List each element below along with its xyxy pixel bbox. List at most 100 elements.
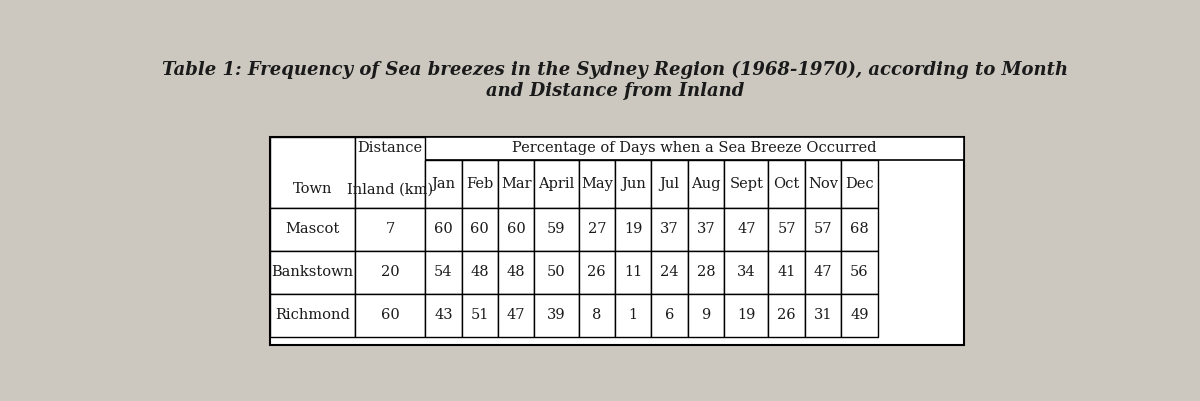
Text: 24: 24 xyxy=(660,265,679,279)
Text: 37: 37 xyxy=(660,222,679,236)
Text: Mascot: Mascot xyxy=(286,222,340,236)
Bar xyxy=(616,294,652,337)
Bar xyxy=(841,207,877,251)
Bar xyxy=(355,251,425,294)
Bar xyxy=(498,294,534,337)
Text: Jun: Jun xyxy=(620,176,646,190)
Text: 47: 47 xyxy=(506,308,526,322)
Bar xyxy=(688,207,725,251)
Bar xyxy=(425,294,462,337)
Text: 9: 9 xyxy=(702,308,710,322)
Bar xyxy=(355,137,425,207)
Bar xyxy=(768,251,805,294)
Bar xyxy=(768,207,805,251)
Bar xyxy=(652,207,688,251)
Text: Richmond: Richmond xyxy=(275,308,350,322)
Bar xyxy=(652,160,688,207)
Text: Table 1: Frequency of Sea breezes in the Sydney Region (1968-1970), according to: Table 1: Frequency of Sea breezes in the… xyxy=(162,61,1068,99)
Text: 34: 34 xyxy=(737,265,756,279)
Text: 19: 19 xyxy=(737,308,756,322)
Text: 37: 37 xyxy=(697,222,715,236)
Text: 57: 57 xyxy=(778,222,796,236)
Text: 59: 59 xyxy=(547,222,565,236)
Text: 8: 8 xyxy=(592,308,601,322)
Text: Dec: Dec xyxy=(845,176,874,190)
Bar xyxy=(462,160,498,207)
Bar xyxy=(688,160,725,207)
Bar xyxy=(578,294,616,337)
Text: 1: 1 xyxy=(629,308,637,322)
Bar xyxy=(425,207,462,251)
Bar xyxy=(462,251,498,294)
Bar xyxy=(725,207,768,251)
Bar xyxy=(652,251,688,294)
Bar xyxy=(270,137,355,207)
Bar xyxy=(805,207,841,251)
Bar xyxy=(805,294,841,337)
Text: 68: 68 xyxy=(850,222,869,236)
Bar xyxy=(725,294,768,337)
Bar xyxy=(841,160,877,207)
Bar xyxy=(768,160,805,207)
Bar xyxy=(270,251,355,294)
Text: 41: 41 xyxy=(778,265,796,279)
Text: 27: 27 xyxy=(588,222,606,236)
Text: 20: 20 xyxy=(380,265,400,279)
Bar xyxy=(616,207,652,251)
Bar xyxy=(534,294,578,337)
Bar xyxy=(805,160,841,207)
Text: Bankstown: Bankstown xyxy=(271,265,354,279)
Bar xyxy=(616,160,652,207)
Text: 49: 49 xyxy=(851,308,869,322)
Text: 47: 47 xyxy=(814,265,833,279)
Bar xyxy=(498,160,534,207)
Bar xyxy=(616,251,652,294)
Text: 48: 48 xyxy=(506,265,526,279)
Bar xyxy=(270,137,964,344)
Text: 51: 51 xyxy=(470,308,488,322)
Text: 60: 60 xyxy=(506,222,526,236)
Bar xyxy=(270,207,355,251)
Bar xyxy=(725,160,768,207)
Text: 57: 57 xyxy=(814,222,833,236)
Bar xyxy=(578,160,616,207)
Bar xyxy=(498,251,534,294)
Bar xyxy=(462,207,498,251)
Text: Feb: Feb xyxy=(466,176,493,190)
Text: Jul: Jul xyxy=(660,176,679,190)
Text: Nov: Nov xyxy=(808,176,838,190)
Text: April: April xyxy=(539,176,575,190)
Text: 7: 7 xyxy=(385,222,395,236)
Bar xyxy=(425,160,462,207)
Text: Town: Town xyxy=(293,182,332,196)
Bar xyxy=(841,251,877,294)
Text: 26: 26 xyxy=(778,308,796,322)
Text: Mar: Mar xyxy=(500,176,532,190)
Text: 60: 60 xyxy=(470,222,490,236)
Text: 54: 54 xyxy=(434,265,452,279)
Text: 19: 19 xyxy=(624,222,642,236)
Text: Jan: Jan xyxy=(431,176,456,190)
Bar xyxy=(688,251,725,294)
Bar xyxy=(652,294,688,337)
Text: 60: 60 xyxy=(434,222,452,236)
Text: Aug: Aug xyxy=(691,176,721,190)
Bar xyxy=(534,251,578,294)
Bar xyxy=(355,207,425,251)
Bar xyxy=(578,207,616,251)
Text: Sept: Sept xyxy=(730,176,763,190)
Bar xyxy=(578,251,616,294)
Bar xyxy=(462,294,498,337)
Text: 47: 47 xyxy=(737,222,756,236)
Text: 6: 6 xyxy=(665,308,674,322)
Text: Oct: Oct xyxy=(774,176,799,190)
Bar xyxy=(355,294,425,337)
Text: Inland (km): Inland (km) xyxy=(347,182,433,196)
Bar xyxy=(498,207,534,251)
Bar xyxy=(841,294,877,337)
Bar xyxy=(425,251,462,294)
Text: 43: 43 xyxy=(434,308,452,322)
Text: May: May xyxy=(581,176,613,190)
Text: Distance: Distance xyxy=(358,141,422,155)
Bar xyxy=(270,294,355,337)
